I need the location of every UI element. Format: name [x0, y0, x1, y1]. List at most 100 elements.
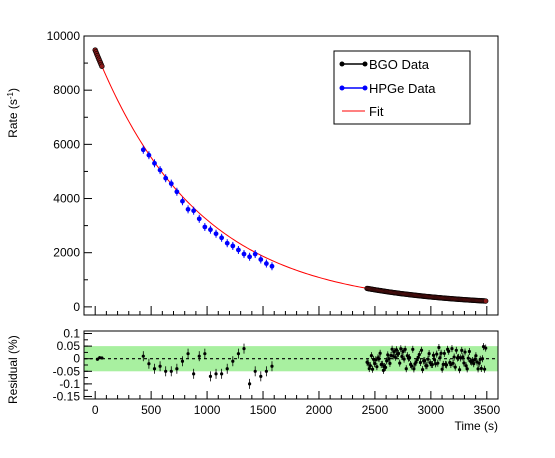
- residual-point: [366, 361, 370, 365]
- y-axis-title-superscript: -1: [6, 91, 15, 99]
- hpge-data-point: [140, 147, 146, 153]
- residual-point: [175, 367, 179, 371]
- bgo-data-point: [99, 63, 105, 69]
- residual-point: [476, 367, 480, 371]
- legend-swatch-marker-bgo-end: [362, 61, 368, 67]
- residual-point: [380, 362, 384, 366]
- main-y-tick-label: 10000: [47, 29, 81, 43]
- residual-point: [214, 372, 218, 376]
- hpge-data-point: [202, 224, 208, 230]
- residual-point: [180, 359, 185, 363]
- main-y-axis-title: Rate (s-1): [6, 88, 21, 138]
- hpge-data-point: [224, 240, 230, 246]
- residual-x-tick-label: 0: [92, 403, 99, 417]
- main-y-tick-label: 2000: [53, 246, 80, 260]
- residual-x-axis-title: Time (s): [454, 419, 498, 433]
- residual-point: [438, 356, 442, 360]
- residual-point: [158, 364, 162, 368]
- residual-point: [208, 374, 213, 378]
- residual-point: [385, 359, 389, 363]
- residual-point: [370, 367, 375, 371]
- residual-point: [453, 365, 457, 369]
- hpge-data-point: [219, 235, 225, 241]
- residual-point: [454, 348, 458, 352]
- residual-data-points: [95, 343, 488, 389]
- residual-point: [387, 357, 391, 361]
- residual-x-tick-label: 500: [141, 403, 161, 417]
- residual-point: [461, 355, 465, 359]
- legend-swatch-marker-bgo: [339, 61, 345, 67]
- residual-point: [427, 352, 431, 356]
- residual-point: [483, 367, 487, 371]
- residual-point: [480, 357, 485, 361]
- residual-point: [378, 351, 382, 355]
- residual-point: [444, 363, 449, 367]
- residual-point: [374, 358, 378, 362]
- residual-point: [457, 368, 462, 372]
- legend-entry-hpge: HPGe Data: [339, 81, 436, 96]
- residual-point: [423, 359, 427, 363]
- residual-point: [388, 361, 392, 365]
- residual-point: [479, 366, 483, 371]
- main-data-points: [92, 47, 489, 304]
- residual-point: [402, 357, 406, 361]
- residual-point: [439, 351, 443, 355]
- residual-x-tick-label: 1000: [194, 403, 221, 417]
- hpge-data-point: [269, 263, 275, 269]
- residual-point: [404, 367, 408, 371]
- residual-point: [452, 355, 456, 359]
- residual-point: [392, 349, 396, 354]
- hpge-data-point: [236, 247, 241, 253]
- residual-point: [436, 361, 440, 365]
- residual-point: [397, 351, 401, 356]
- residual-point: [270, 364, 274, 368]
- hpge-data-point: [157, 167, 163, 173]
- residual-point: [259, 374, 263, 378]
- legend-label-hpge: HPGe Data: [369, 81, 436, 96]
- residual-x-tick-label: 2500: [362, 403, 389, 417]
- residual-point: [375, 365, 379, 369]
- residual-point: [420, 368, 425, 372]
- residual-point: [186, 352, 190, 356]
- residual-point: [192, 372, 196, 376]
- residual-point: [242, 347, 246, 351]
- residual-point: [399, 347, 403, 351]
- residual-point: [437, 345, 441, 350]
- hpge-data-point: [174, 189, 180, 195]
- residual-point: [417, 352, 421, 357]
- main-plot-frame: [83, 35, 499, 316]
- residual-point: [463, 350, 467, 354]
- residual-x-tick-label: 2000: [306, 403, 333, 417]
- residual-point: [440, 367, 444, 371]
- residual-x-tick-label: 1500: [250, 403, 277, 417]
- main-y-tick-label: 8000: [53, 83, 80, 97]
- residual-point: [398, 361, 402, 365]
- hpge-data-point: [208, 227, 213, 233]
- hpge-data-point: [252, 251, 258, 257]
- residual-point: [466, 356, 470, 360]
- residual-point: [253, 369, 257, 373]
- residual-point: [442, 351, 446, 356]
- residual-point: [474, 354, 478, 358]
- residual-point: [418, 360, 423, 365]
- residual-point: [377, 357, 381, 361]
- residual-point: [412, 367, 416, 371]
- main-y-tick-label: 0: [73, 300, 80, 314]
- residual-point: [236, 352, 241, 356]
- residual-point: [383, 365, 388, 370]
- residual-point: [390, 347, 394, 351]
- residual-point: [403, 347, 407, 351]
- residual-point: [231, 359, 235, 363]
- legend-entry-bgo: BGO Data: [339, 57, 430, 72]
- residual-point: [431, 353, 436, 357]
- hpge-data-point: [185, 206, 191, 212]
- residual-point: [401, 349, 405, 354]
- residual-point: [369, 353, 374, 358]
- hpge-data-point: [196, 216, 202, 222]
- residual-point: [462, 361, 466, 365]
- residual-point: [169, 369, 173, 373]
- bgo-data-point: [482, 298, 489, 304]
- residual-point: [248, 382, 252, 386]
